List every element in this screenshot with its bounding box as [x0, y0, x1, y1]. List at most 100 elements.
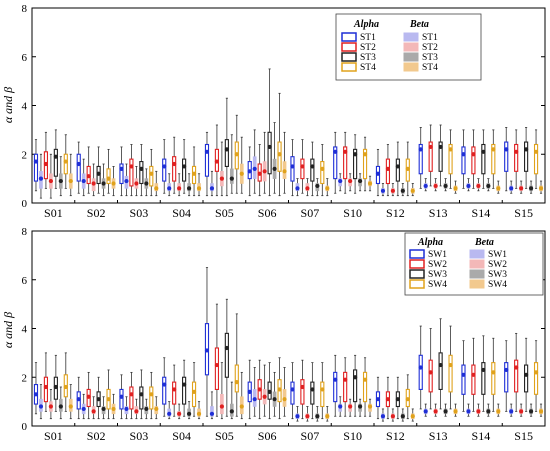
- box-sw2-alpha: [172, 364, 177, 417]
- box-st2-alpha: [214, 124, 220, 197]
- y-tick-label: 2: [22, 372, 28, 384]
- mean-point: [38, 404, 44, 409]
- box-st3-alpha: [53, 129, 58, 189]
- mean-point: [448, 362, 453, 368]
- mean-point: [68, 178, 73, 184]
- box-body: [481, 143, 486, 175]
- box-body: [204, 143, 210, 177]
- mean-point: [76, 397, 81, 402]
- box-body: [471, 146, 476, 175]
- mean-point: [262, 169, 267, 174]
- box-sw3-alpha: [224, 298, 229, 417]
- mean-point: [466, 409, 471, 414]
- box-st1-beta: [295, 178, 300, 197]
- mean-point: [252, 166, 257, 171]
- box-body: [514, 359, 519, 393]
- mean-point: [486, 183, 491, 189]
- mean-point: [448, 147, 453, 152]
- mean-point: [182, 164, 187, 169]
- mean-point: [219, 176, 224, 181]
- mean-point: [343, 377, 348, 382]
- mean-point: [257, 387, 262, 392]
- mean-point: [333, 377, 338, 382]
- legend-header-alpha: Alpha: [417, 237, 443, 248]
- y-tick-label: 8: [22, 226, 28, 238]
- box-sw1-alpha: [33, 362, 39, 415]
- mean-point: [423, 409, 428, 414]
- box-sw2-alpha: [343, 357, 348, 417]
- box-body: [504, 141, 509, 172]
- legend-swatch-beta-1: [469, 249, 485, 259]
- mean-point: [504, 147, 509, 152]
- mean-point: [48, 178, 53, 184]
- box-body: [333, 371, 338, 403]
- mean-point: [481, 367, 486, 373]
- box-body: [333, 146, 338, 180]
- box-sw3-alpha: [353, 354, 358, 417]
- mean-point: [119, 394, 124, 399]
- mean-point: [353, 152, 358, 157]
- mean-point: [139, 166, 144, 171]
- legend-label-beta-1: SW1: [488, 250, 507, 260]
- box-st4-alpha: [533, 129, 539, 189]
- y-tick-label: 0: [22, 198, 28, 210]
- mean-point: [524, 372, 529, 377]
- box-body: [514, 143, 519, 172]
- box-sw4-beta: [538, 403, 544, 417]
- box-st1-beta: [423, 178, 428, 192]
- box-sw3-beta: [357, 398, 363, 417]
- box-st2-alpha: [385, 144, 391, 197]
- mean-point: [325, 186, 330, 191]
- box-body: [229, 168, 234, 184]
- box-st3-alpha: [310, 141, 315, 197]
- box-sw1-alpha: [119, 374, 124, 420]
- mean-point: [196, 411, 202, 416]
- mean-point: [390, 188, 395, 193]
- box-sw2-beta: [519, 403, 524, 417]
- mean-point: [154, 406, 159, 412]
- mean-point: [375, 171, 381, 176]
- box-body: [277, 141, 282, 172]
- box-sw2-beta: [177, 403, 182, 420]
- box-st4-alpha: [191, 146, 197, 197]
- box-st2-alpha: [129, 144, 134, 197]
- box-sw1-alpha: [504, 340, 509, 412]
- mean-point: [247, 389, 252, 394]
- legend-swatch-alpha-4: [341, 62, 357, 72]
- mean-point: [91, 409, 96, 414]
- x-tick-label: S10: [343, 429, 362, 443]
- mean-point: [395, 397, 400, 402]
- box-body: [524, 364, 529, 393]
- box-st1-beta: [167, 173, 172, 197]
- box-body: [129, 158, 134, 187]
- mean-point: [172, 387, 177, 392]
- box-st4-alpha: [405, 141, 410, 197]
- x-tick-label: S05: [215, 206, 234, 220]
- box-st2-beta: [219, 141, 224, 197]
- mean-point: [528, 186, 534, 191]
- box-sw1-beta: [167, 401, 172, 420]
- box-st3-alpha: [224, 97, 229, 197]
- mean-point: [362, 377, 368, 382]
- box-st4-beta: [154, 170, 159, 197]
- box-body: [448, 354, 453, 393]
- legend-swatch-beta-3: [469, 269, 485, 279]
- mean-point: [333, 149, 338, 154]
- box-body: [481, 362, 486, 395]
- mean-point: [191, 171, 197, 176]
- x-tick-label: S14: [472, 429, 491, 443]
- mean-point: [38, 176, 44, 181]
- mean-point: [320, 387, 325, 392]
- legend-label-beta-3: SW3: [488, 270, 507, 280]
- mean-point: [234, 152, 239, 157]
- mean-point: [214, 362, 220, 368]
- mean-point: [395, 164, 400, 169]
- mean-point: [357, 178, 363, 184]
- box-body: [438, 141, 443, 172]
- mean-point: [295, 186, 300, 191]
- mean-point: [257, 171, 262, 176]
- legend-label-beta-3: ST3: [422, 53, 438, 63]
- legend-label-alpha-1: SW1: [428, 250, 447, 260]
- x-tick-label: S07: [301, 206, 320, 220]
- box-sw3-alpha: [96, 376, 101, 420]
